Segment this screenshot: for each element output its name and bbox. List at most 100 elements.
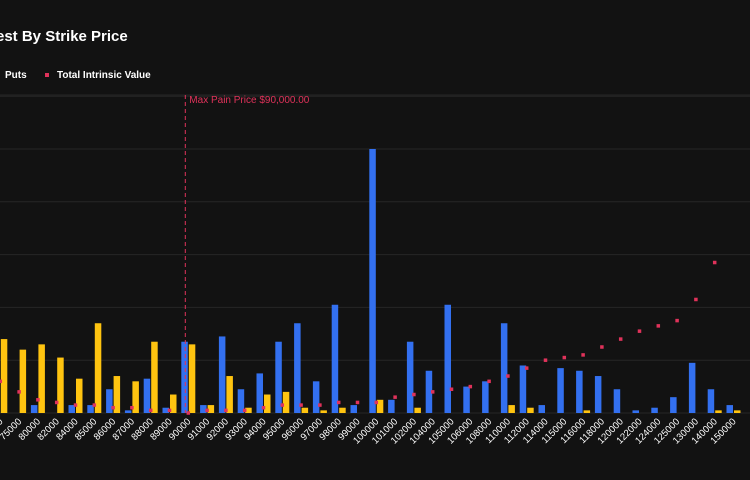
call-bar	[143, 378, 151, 413]
intrinsic-point	[299, 403, 303, 407]
intrinsic-point	[242, 408, 247, 413]
legend-item-intrinsic[interactable]: Total Intrinsic Value	[45, 70, 151, 81]
legend-label-puts: Puts	[5, 70, 27, 81]
intrinsic-point	[36, 398, 40, 402]
put-bar	[414, 407, 421, 413]
intrinsic-point	[618, 337, 623, 341]
call-bar	[312, 381, 320, 413]
call-bar	[162, 407, 169, 413]
intrinsic-point	[712, 260, 717, 265]
call-bar	[200, 405, 207, 413]
call-bar	[106, 389, 113, 413]
call-bar	[425, 370, 433, 413]
put-bar	[57, 357, 64, 413]
call-bar	[444, 304, 451, 413]
put-bar	[339, 407, 346, 413]
put-bar	[264, 394, 271, 413]
call-bar	[256, 373, 263, 413]
intrinsic-point	[694, 297, 698, 302]
call-bar	[406, 341, 414, 413]
intrinsic-point	[675, 318, 679, 323]
call-bar	[237, 389, 245, 413]
put-bar	[734, 410, 741, 413]
call-bar	[594, 376, 602, 413]
call-bar	[350, 405, 357, 413]
intrinsic-point	[543, 358, 548, 362]
put-bar	[38, 344, 45, 413]
max-pain-label: Max Pain Price $90,000.00	[189, 95, 310, 106]
put-bar	[527, 407, 534, 413]
intrinsic-point	[600, 345, 604, 349]
put-bar	[376, 399, 384, 413]
intrinsic-point	[205, 408, 209, 413]
call-bar	[181, 341, 188, 413]
call-bar	[651, 407, 658, 413]
put-bar	[132, 381, 139, 413]
intrinsic-point	[374, 400, 379, 405]
intrinsic-point	[656, 324, 661, 328]
call-bar	[632, 410, 639, 413]
put-bar	[94, 323, 102, 413]
call-bar	[388, 399, 395, 413]
intrinsic-point	[430, 390, 435, 394]
intrinsic-point	[637, 329, 642, 333]
intrinsic-point	[111, 405, 115, 410]
put-bar	[151, 341, 158, 413]
call-bar	[68, 405, 75, 413]
put-bar	[76, 378, 83, 413]
call-bar	[707, 389, 715, 413]
intrinsic-point	[54, 400, 59, 405]
put-bar	[226, 376, 233, 413]
intrinsic-point	[506, 374, 510, 378]
call-bar	[576, 370, 583, 413]
put-bar	[0, 339, 8, 413]
intrinsic-point	[355, 400, 360, 405]
call-bar	[275, 341, 282, 413]
chart-title: est By Strike Price	[0, 28, 128, 45]
put-bar	[282, 391, 290, 413]
intrinsic-point	[412, 392, 416, 397]
intrinsic-point	[261, 405, 266, 410]
call-bar	[500, 323, 508, 413]
intrinsic-point	[148, 408, 153, 413]
intrinsic-point	[186, 411, 191, 415]
put-bar	[170, 394, 177, 413]
put-bar	[188, 344, 196, 413]
put-bar	[583, 410, 591, 413]
legend-marker-intrinsic	[45, 73, 49, 78]
call-bar	[124, 410, 132, 413]
put-bar	[320, 410, 327, 413]
intrinsic-point	[336, 400, 341, 405]
intrinsic-point	[224, 408, 228, 413]
call-bar	[538, 405, 545, 413]
intrinsic-point	[393, 395, 397, 399]
call-bar	[726, 405, 733, 413]
call-bar	[613, 389, 621, 413]
call-bar	[331, 304, 339, 413]
legend-label-intrinsic: Total Intrinsic Value	[57, 70, 151, 81]
call-bar	[87, 405, 94, 413]
put-bar	[715, 410, 722, 413]
call-bar	[519, 365, 527, 413]
intrinsic-point	[468, 384, 473, 389]
intrinsic-point	[280, 403, 285, 407]
call-bar	[557, 368, 564, 413]
intrinsic-point	[130, 405, 134, 410]
intrinsic-point	[449, 387, 454, 391]
call-bar	[670, 397, 677, 413]
call-bar	[218, 336, 226, 413]
intrinsic-point	[581, 353, 585, 357]
intrinsic-point	[562, 355, 567, 360]
intrinsic-point	[92, 403, 97, 407]
put-bar	[508, 405, 515, 413]
call-bar	[294, 323, 301, 413]
call-bar	[463, 386, 470, 413]
call-bar	[482, 381, 489, 413]
put-bar	[245, 407, 252, 413]
legend-item-puts[interactable]: Puts	[5, 70, 27, 81]
intrinsic-point	[0, 379, 3, 384]
intrinsic-point	[17, 390, 21, 394]
put-bar	[19, 349, 27, 413]
